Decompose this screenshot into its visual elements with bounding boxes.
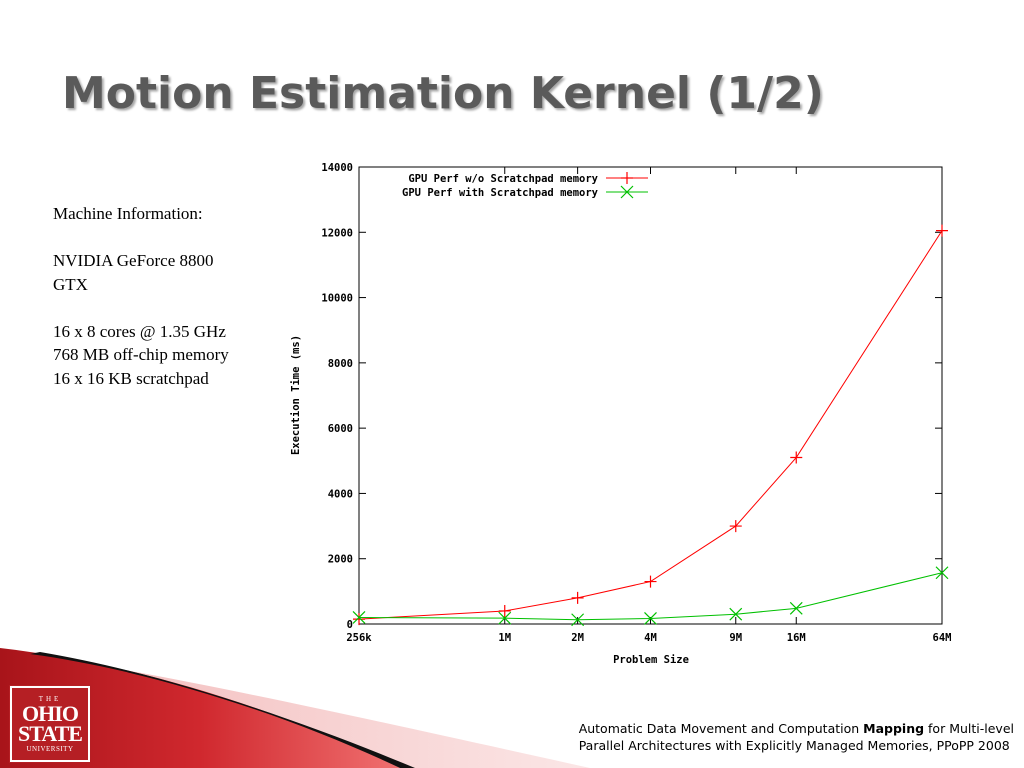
data-point [729,520,742,533]
y-tick-label: 0 [347,619,353,631]
series-without-scratchpad [353,224,948,626]
data-point [790,451,803,464]
plot-frame [358,166,943,625]
legend-label: GPU Perf w/o Scratchpad memory [408,173,598,185]
chart-axes: 0 2000 4000 6000 8000 10000 12000 14000 256k 1M 2M… [321,162,951,644]
y-axis-label: Execution Time (ms) [290,335,302,455]
logo-ohio: OHIO [22,700,79,726]
slide-title: Motion Estimation Kernel (1/2) [62,68,824,119]
legend-marker [621,172,633,184]
data-point [571,591,584,604]
x-tick-label: 64M [933,632,952,644]
data-point [498,604,511,617]
x-axis-label: Problem Size [613,654,689,666]
y-tick-label: 10000 [321,293,353,305]
y-tick-label: 2000 [328,554,353,566]
footer-line1: Automatic Data Movement and Computation … [579,720,1014,737]
gpu-scratchpad: 16 x 16 KB scratchpad [53,368,209,388]
data-point [935,566,949,580]
footer-citation: Automatic Data Movement and Computation … [579,720,1014,754]
data-point [352,611,366,624]
footer-line2: Parallel Architectures with Explicitly M… [578,738,1010,753]
chart-legend: GPU Perf w/o Scratchpad memory GPU Perf w… [402,172,648,199]
footer-line1-bold: Mapping [863,721,925,736]
y-tick-label: 8000 [328,358,353,370]
x-tick-label: 256k [346,632,372,644]
y-tick-label: 14000 [321,162,353,174]
y-tick-label: 4000 [328,488,353,500]
data-point [644,575,657,588]
data-point [644,612,657,625]
legend-label: GPU Perf with Scratchpad memory [402,187,599,199]
x-tick-label: 16M [787,632,806,644]
data-point [571,613,585,627]
logo-the: THE [38,694,62,703]
x-tick-label: 1M [498,632,511,644]
data-point [353,613,365,626]
machine-info-panel: Machine Information: NVIDIA GeForce 8800… [53,202,293,390]
gpu-memory: 768 MB off-chip memory [53,345,229,364]
y-tick-label: 12000 [321,227,353,239]
x-tick-label: 2M [571,632,584,644]
data-point [498,611,512,625]
series-line [358,230,943,620]
footer-line1-post: for Multi-level [924,721,1014,736]
gpu-cores: 16 x 8 cores @ 1.35 GHz [53,321,226,341]
x-tick-label: 4M [644,632,657,644]
x-tick-label: 9M [729,632,742,644]
gpu-name-line1: NVIDIA GeForce 8800 [53,251,214,270]
footer-swoosh-black [30,652,415,768]
gpu-name-line2: GTX [53,274,88,294]
footer-swoosh-red [0,648,400,768]
legend-marker [620,185,634,199]
series-with-scratchpad [352,566,949,627]
y-tick-label: 6000 [328,423,353,435]
data-point [729,607,743,621]
osu-logo: THE OHIO STATE UNIVERSITY [10,686,90,762]
chart-series [352,224,949,627]
data-point [936,224,948,237]
logo-state: STATE [18,720,83,746]
logo-university: UNIVERSITY [26,744,74,753]
execution-time-chart: 0 2000 4000 6000 8000 10000 12000 14000 256k 1M 2M… [290,162,951,666]
data-point [789,601,803,615]
footer-line1-pre: Automatic Data Movement and Computation [578,721,864,736]
machine-info-heading: Machine Information: [53,204,203,223]
